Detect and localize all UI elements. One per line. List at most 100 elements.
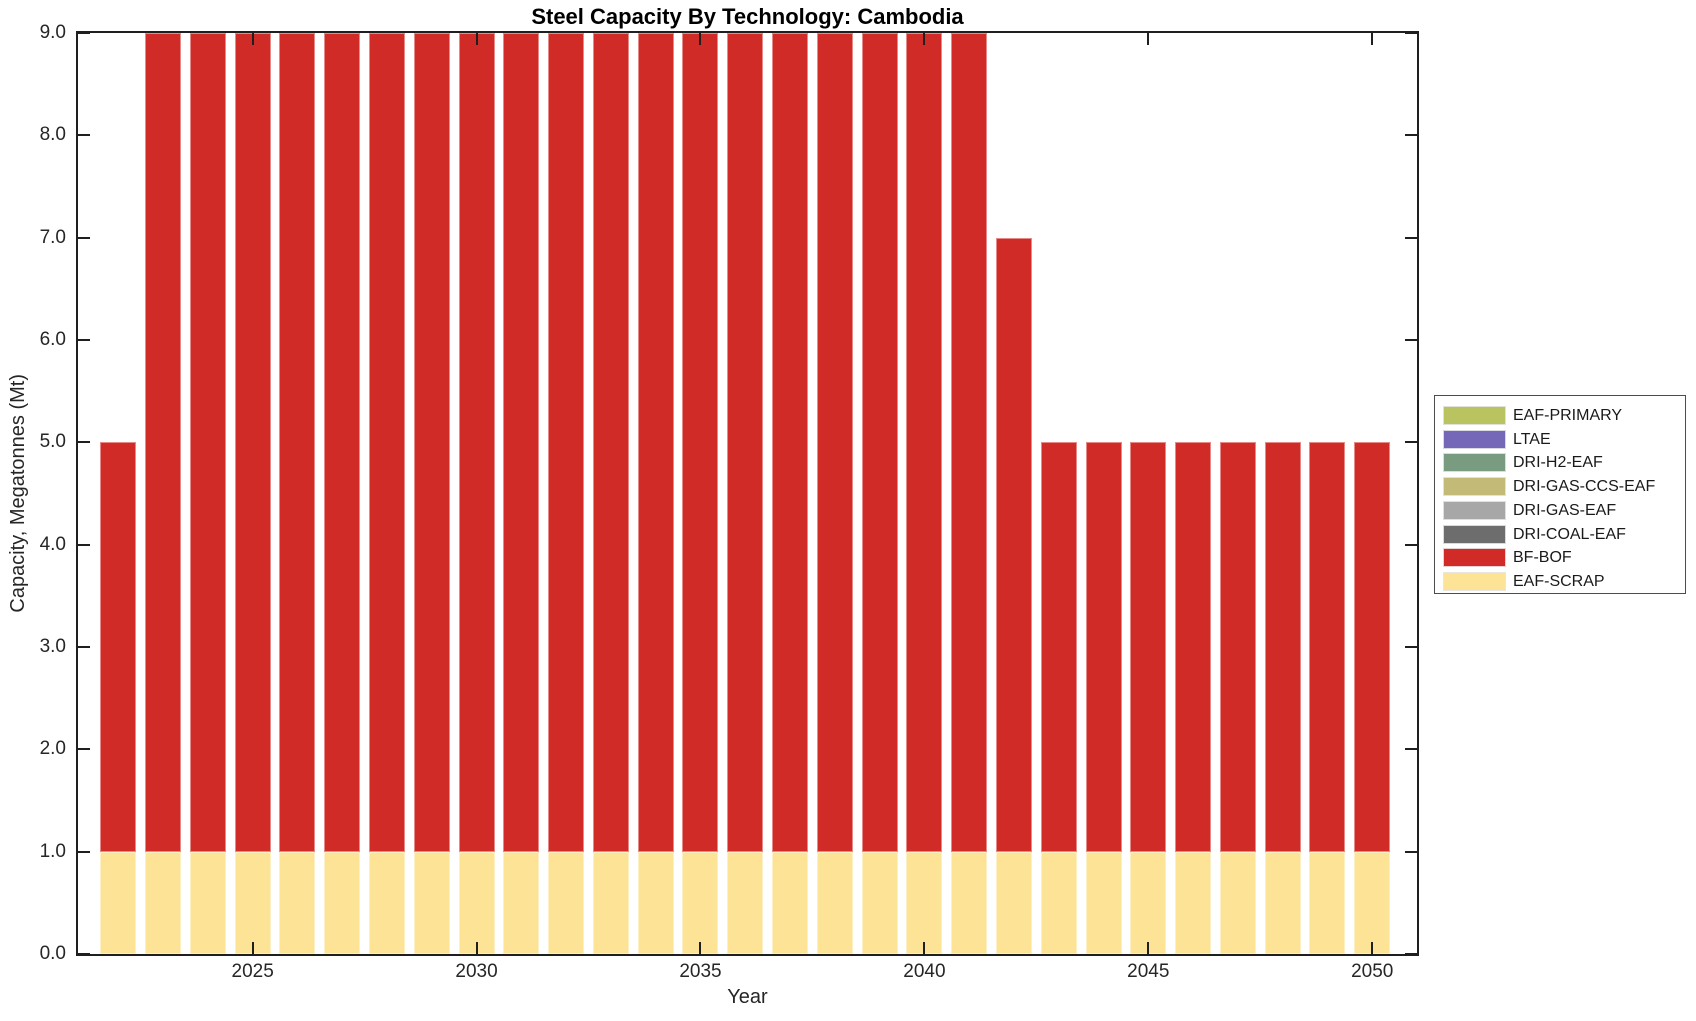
legend-item-bf-bof: BF-BOF [1435, 546, 1685, 570]
legend-label: DRI-COAL-EAF [1513, 525, 1626, 543]
y-tick-left [78, 441, 90, 444]
bar-segment-bf-bof-2032 [548, 33, 585, 852]
y-tick-right [1405, 850, 1417, 853]
legend-item-ltae: LTAE [1435, 428, 1685, 452]
bar-segment-eaf-scrap-2025 [234, 851, 271, 954]
bar-segment-eaf-scrap-2041 [951, 851, 988, 954]
x-tick-bottom [699, 942, 702, 954]
x-tick-bottom [1371, 942, 1374, 954]
x-tick-label: 2035 [679, 961, 722, 982]
x-tick-top [251, 33, 254, 45]
bar-segment-bf-bof-2031 [503, 33, 540, 852]
bar-segment-eaf-scrap-2045 [1130, 851, 1167, 954]
bar-segment-bf-bof-2022 [100, 442, 137, 852]
bar-segment-eaf-scrap-2026 [279, 851, 316, 954]
legend-item-eaf-scrap: EAF-SCRAP [1435, 570, 1685, 594]
bar-segment-bf-bof-2045 [1130, 442, 1167, 852]
x-tick-top [699, 33, 702, 45]
legend-label: EAF-PRIMARY [1513, 407, 1623, 424]
y-tick-right [1405, 441, 1417, 444]
legend-label: BF-BOF [1513, 549, 1572, 567]
bar-segment-eaf-scrap-2027 [324, 851, 361, 954]
bar-segment-bf-bof-2042 [995, 237, 1032, 852]
bar-segment-bf-bof-2027 [324, 33, 361, 852]
y-tick-right [1405, 236, 1417, 239]
x-tick-top [1371, 33, 1374, 45]
x-tick-label: 2045 [1127, 961, 1170, 982]
x-tick-label: 2050 [1351, 961, 1394, 982]
y-axis-label-text: Capacity, Megatonnes (Mt) [6, 374, 29, 613]
bar-segment-eaf-scrap-2030 [458, 851, 495, 954]
legend-label: DRI-GAS-EAF [1513, 501, 1617, 519]
bar-segment-eaf-scrap-2038 [816, 851, 853, 954]
y-tick-right [1405, 748, 1417, 751]
y-tick-label: 8.0 [39, 124, 66, 146]
bar-segment-eaf-scrap-2037 [772, 851, 809, 954]
bar-segment-bf-bof-2050 [1354, 442, 1391, 852]
y-tick-right [1405, 134, 1417, 137]
bar-segment-eaf-scrap-2022 [100, 851, 137, 954]
x-tick-top [1147, 33, 1150, 45]
legend-swatch-dri-h2-eaf [1443, 453, 1506, 473]
bar-segment-bf-bof-2041 [951, 33, 988, 852]
bar-segment-eaf-scrap-2028 [369, 851, 405, 954]
bar-segment-eaf-scrap-2050 [1354, 851, 1391, 954]
x-tick-bottom [475, 942, 478, 954]
y-tick-left [78, 646, 90, 648]
legend-swatch-dri-coal-eaf [1443, 524, 1506, 544]
x-tick-label: 2025 [231, 961, 274, 982]
y-tick-label: 7.0 [39, 226, 66, 248]
bar-segment-bf-bof-2029 [413, 33, 450, 852]
bar-segment-bf-bof-2025 [234, 33, 271, 852]
bar-segment-bf-bof-2038 [816, 33, 853, 852]
legend-label: EAF-SCRAP [1513, 572, 1605, 590]
legend-swatch-bf-bof [1443, 548, 1506, 568]
legend-label: LTAE [1513, 430, 1551, 448]
y-tick-label: 9.0 [39, 22, 66, 43]
legend-swatch-ltae [1443, 429, 1506, 449]
bar-segment-bf-bof-2030 [458, 33, 495, 852]
y-tick-right [1405, 646, 1417, 648]
bar-segment-bf-bof-2023 [145, 33, 182, 852]
bar-segment-bf-bof-2039 [861, 33, 898, 852]
y-tick-left [78, 134, 90, 137]
bar-segment-eaf-scrap-2040 [906, 851, 943, 954]
bar-segment-eaf-scrap-2033 [592, 851, 629, 954]
y-tick-label: 6.0 [39, 329, 66, 350]
legend-item-dri-gas-ccs-eaf: DRI-GAS-CCS-EAF [1435, 475, 1685, 499]
bar-segment-bf-bof-2044 [1085, 442, 1122, 852]
legend-swatch-eaf-scrap [1443, 571, 1506, 591]
bar-segment-eaf-scrap-2034 [637, 851, 674, 954]
x-tick-label: 2030 [455, 961, 498, 982]
legend-swatch-eaf-primary [1443, 406, 1506, 425]
bar-segment-eaf-scrap-2029 [413, 851, 450, 954]
bar-segment-eaf-scrap-2035 [682, 851, 719, 954]
bar-segment-eaf-scrap-2042 [995, 851, 1032, 954]
legend-label: DRI-H2-EAF [1513, 454, 1603, 472]
y-tick-left [78, 32, 90, 34]
legend-item-dri-h2-eaf: DRI-H2-EAF [1435, 451, 1685, 475]
y-tick-label: 2.0 [39, 738, 66, 760]
x-axis-label: Year [727, 986, 768, 1008]
legend-swatch-dri-gas-eaf [1443, 500, 1506, 520]
x-tick-bottom [1147, 942, 1150, 954]
y-tick-label: 0.0 [39, 943, 66, 964]
y-tick-label: 3.0 [39, 636, 66, 657]
y-tick-right [1405, 339, 1417, 341]
y-tick-right [1405, 32, 1417, 34]
bar-segment-bf-bof-2043 [1040, 442, 1077, 852]
x-tick-top [923, 33, 926, 45]
y-tick-label: 5.0 [39, 431, 66, 453]
bar-segment-eaf-scrap-2048 [1264, 851, 1301, 954]
bar-segment-bf-bof-2049 [1309, 442, 1346, 852]
bar-segment-eaf-scrap-2024 [189, 851, 226, 954]
x-tick-bottom [923, 942, 926, 954]
bar-segment-eaf-scrap-2046 [1175, 851, 1212, 954]
bar-segment-bf-bof-2028 [369, 33, 405, 852]
y-tick-right [1405, 953, 1417, 955]
y-tick-left [78, 850, 90, 853]
y-tick-left [78, 339, 90, 341]
x-tick-top [475, 33, 478, 45]
bar-segment-bf-bof-2047 [1219, 442, 1256, 852]
